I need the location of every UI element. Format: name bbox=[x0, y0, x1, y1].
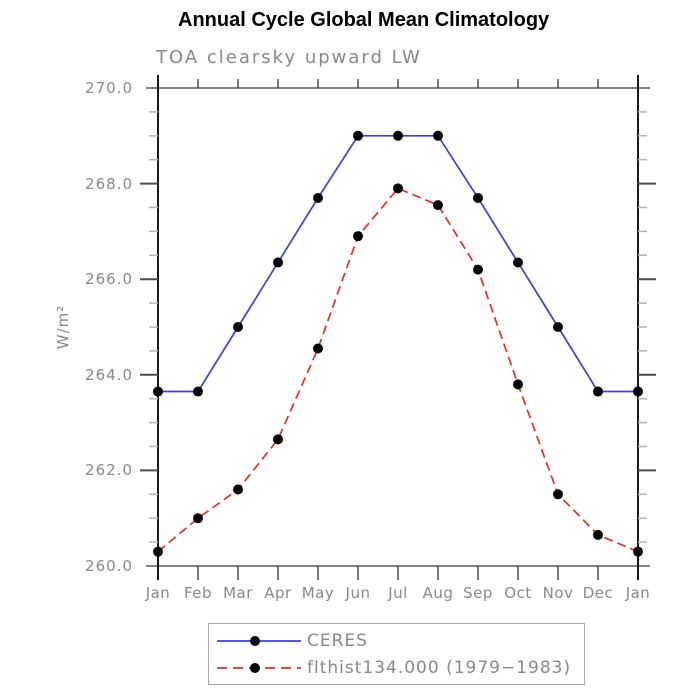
x-tick-label: Feb bbox=[183, 584, 213, 602]
x-tick-label: Sep bbox=[463, 584, 493, 602]
flthist-marker bbox=[633, 546, 643, 557]
x-tick-label: Jun bbox=[345, 584, 371, 602]
ceres-marker bbox=[313, 192, 323, 203]
flthist-marker bbox=[153, 546, 163, 557]
ceres-marker-icon bbox=[250, 635, 260, 646]
flthist-marker bbox=[273, 434, 283, 445]
chart-subtitle: TOA clearsky upward LW bbox=[156, 47, 422, 68]
legend-item-flthist: flthist134.000 (1979−1983) bbox=[215, 654, 584, 681]
y-axis-label: W/m² bbox=[54, 304, 72, 350]
ceres-marker bbox=[273, 257, 283, 268]
x-tick-label: May bbox=[301, 584, 335, 602]
flthist-marker bbox=[233, 484, 243, 495]
flthist-marker bbox=[433, 200, 443, 211]
legend-label-ceres: CERES bbox=[307, 630, 368, 651]
x-tick-label: Jan bbox=[145, 584, 171, 602]
y-axis-tick-labels: 270.0 268.0 266.0 264.0 262.0 260.0 bbox=[0, 0, 133, 700]
flthist-line bbox=[157, 187, 639, 553]
ceres-marker bbox=[473, 192, 483, 203]
y-tick-label: 264.0 bbox=[85, 365, 133, 384]
x-tick-label: Jan bbox=[625, 584, 651, 602]
x-tick-label: Aug bbox=[422, 584, 454, 602]
flthist-marker bbox=[553, 489, 563, 500]
x-tick-label: Nov bbox=[542, 584, 574, 602]
ceres-marker bbox=[513, 257, 523, 268]
flthist-marker bbox=[193, 513, 203, 524]
flthist-marker bbox=[353, 231, 363, 242]
x-tick-label: Dec bbox=[582, 584, 614, 602]
ceres-line-swatch bbox=[217, 635, 301, 646]
flthist-line-swatch bbox=[217, 662, 301, 673]
flthist-marker bbox=[513, 379, 523, 390]
flthist-marker bbox=[313, 343, 323, 354]
ceres-marker bbox=[593, 386, 603, 397]
x-axis-tick-labels: Jan Feb Mar Apr May Jun Jul Aug Sep Oct Nov Dec Jan bbox=[0, 584, 700, 604]
y-tick-label: 260.0 bbox=[85, 557, 133, 575]
y-tick-label: 270.0 bbox=[85, 79, 133, 97]
ceres-marker bbox=[233, 322, 243, 332]
legend-box: CERES flthist134.000 (1979−1983) bbox=[208, 623, 585, 685]
flthist-marker bbox=[473, 264, 483, 275]
flthist-marker bbox=[593, 529, 603, 540]
ceres-marker bbox=[553, 322, 563, 332]
x-tick-label: Jul bbox=[388, 584, 408, 602]
flthist-marker bbox=[393, 183, 403, 194]
x-tick-label: Mar bbox=[223, 584, 253, 602]
y-tick-label: 266.0 bbox=[85, 270, 133, 289]
y-tick-label: 262.0 bbox=[85, 461, 133, 480]
ceres-marker bbox=[433, 130, 443, 141]
ceres-marker bbox=[353, 130, 363, 141]
x-tick-label: Apr bbox=[264, 584, 292, 602]
ceres-marker bbox=[633, 386, 643, 397]
y-tick-label: 268.0 bbox=[85, 174, 133, 193]
legend-label-flthist: flthist134.000 (1979−1983) bbox=[307, 657, 572, 678]
ceres-marker bbox=[153, 386, 163, 397]
legend-item-ceres: CERES bbox=[215, 627, 584, 654]
chart-title: Annual Cycle Global Mean Climatology bbox=[178, 9, 550, 31]
ceres-marker bbox=[393, 130, 403, 141]
flthist-marker-icon bbox=[250, 662, 260, 673]
x-tick-label: Oct bbox=[504, 584, 532, 602]
ceres-marker bbox=[193, 386, 203, 397]
ceres-line bbox=[158, 134, 638, 393]
